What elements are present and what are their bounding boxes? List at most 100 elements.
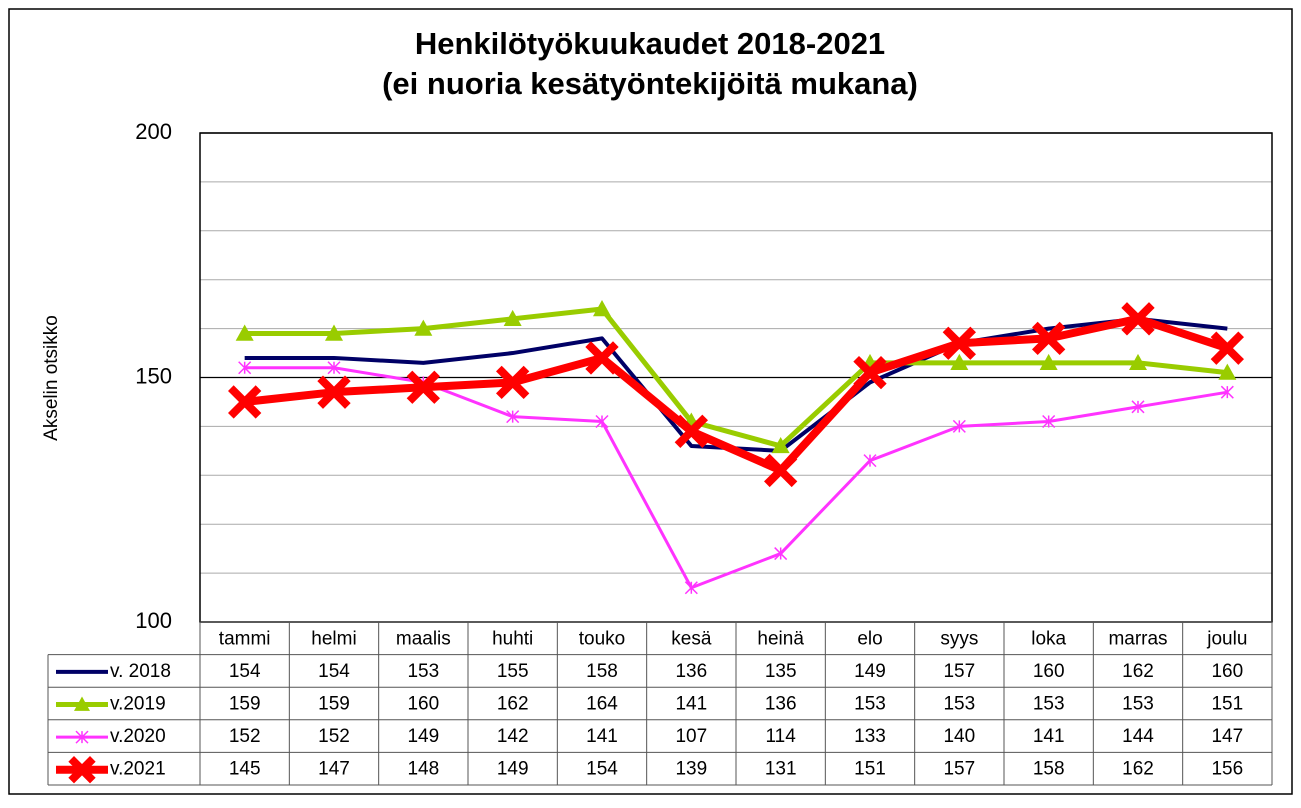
- table-value: 153: [854, 694, 886, 715]
- table-value: 153: [1122, 694, 1154, 715]
- table-value: 151: [1211, 694, 1243, 715]
- table-value: 156: [1211, 759, 1243, 780]
- table-value: 152: [229, 726, 261, 747]
- x-tick-label: touko: [579, 628, 625, 649]
- marker: [1210, 331, 1244, 365]
- marker: [774, 547, 788, 561]
- chart-title: Henkilötyökuukaudet 2018-2021: [415, 26, 885, 61]
- table-value: 160: [1211, 661, 1243, 682]
- marker: [1129, 353, 1147, 371]
- marker: [585, 341, 619, 375]
- marker: [327, 361, 341, 375]
- table-value: 114: [766, 726, 797, 747]
- marker: [1131, 400, 1145, 414]
- marker: [1032, 321, 1066, 356]
- table-value: 135: [765, 661, 797, 682]
- marker: [863, 454, 877, 468]
- marker: [1220, 385, 1234, 399]
- marker: [853, 355, 887, 390]
- table-value: 136: [675, 661, 707, 682]
- y-tick-label: 100: [135, 608, 172, 633]
- table-value: 151: [854, 759, 886, 780]
- table-value: 153: [943, 694, 975, 715]
- series: [235, 300, 1237, 454]
- table-value: 141: [586, 726, 618, 747]
- series-line: [244, 306, 1228, 449]
- x-tick-label: helmi: [311, 628, 356, 649]
- marker: [503, 309, 522, 327]
- x-tick-label: syys: [940, 628, 978, 649]
- marker: [674, 414, 708, 448]
- table-value: 153: [1033, 694, 1065, 715]
- legend-marker: [68, 756, 96, 784]
- marker: [1218, 363, 1237, 380]
- series: [228, 302, 1244, 488]
- table-value: 158: [1033, 759, 1065, 780]
- legend-marker: [74, 696, 90, 711]
- x-tick-label: huhti: [492, 628, 533, 649]
- table-value: 148: [407, 759, 439, 780]
- marker: [684, 581, 698, 595]
- table-value: 144: [1122, 726, 1154, 747]
- table-value: 164: [586, 694, 618, 715]
- marker: [1039, 353, 1058, 371]
- marker: [952, 419, 966, 433]
- table-value: 145: [229, 759, 261, 780]
- marker: [771, 436, 790, 454]
- table-value: 153: [407, 661, 439, 682]
- x-tick-label: heinä: [757, 628, 804, 649]
- table-value: 162: [497, 694, 529, 715]
- marker: [238, 361, 252, 375]
- series-line: [244, 314, 1229, 475]
- table-value: 159: [318, 694, 350, 715]
- legend-label: v. 2018: [110, 661, 171, 682]
- table-value: 147: [1211, 726, 1243, 747]
- marker: [950, 353, 969, 371]
- marker: [228, 385, 262, 419]
- table-value: 154: [318, 661, 350, 682]
- series-line: [244, 366, 1228, 590]
- table-value: 154: [586, 759, 618, 780]
- marker: [406, 370, 440, 404]
- x-tick-label: tammi: [219, 628, 271, 649]
- marker: [764, 453, 798, 488]
- table-value: 149: [497, 759, 529, 780]
- x-tick-label: maalis: [396, 628, 451, 649]
- table-value: 107: [675, 726, 707, 747]
- table-value: 141: [1033, 726, 1065, 747]
- legend-label: v.2019: [110, 694, 166, 715]
- table-value: 149: [407, 726, 439, 747]
- x-tick-label: loka: [1031, 628, 1066, 649]
- table-value: 155: [497, 661, 529, 682]
- table-value: 162: [1122, 661, 1154, 682]
- x-tick-label: marras: [1108, 628, 1167, 649]
- legend-marker: [75, 730, 89, 744]
- marker: [593, 300, 611, 317]
- table-value: 162: [1122, 759, 1154, 780]
- table-value: 152: [318, 726, 350, 747]
- marker: [942, 326, 976, 360]
- legend-label: v.2021: [110, 759, 166, 780]
- y-tick-label: 200: [135, 119, 172, 144]
- marker: [325, 324, 343, 341]
- marker: [595, 414, 609, 429]
- marker: [317, 375, 351, 409]
- table-value: 139: [675, 759, 707, 780]
- table-value: 160: [407, 694, 439, 715]
- table-value: 154: [229, 661, 261, 682]
- marker: [235, 324, 254, 341]
- table-value: 141: [675, 694, 707, 715]
- table-value: 131: [765, 759, 797, 780]
- marker: [1042, 414, 1056, 429]
- legend-label: v.2020: [110, 726, 166, 747]
- y-axis-label: Akselin otsikko: [41, 315, 62, 441]
- table-value: 157: [943, 759, 975, 780]
- marker: [496, 365, 530, 400]
- table-value: 147: [318, 759, 350, 780]
- marker: [414, 319, 433, 336]
- x-tick-label: elo: [857, 628, 882, 649]
- table-value: 142: [497, 726, 529, 747]
- x-tick-label: joulu: [1206, 628, 1247, 649]
- table-value: 133: [854, 726, 886, 747]
